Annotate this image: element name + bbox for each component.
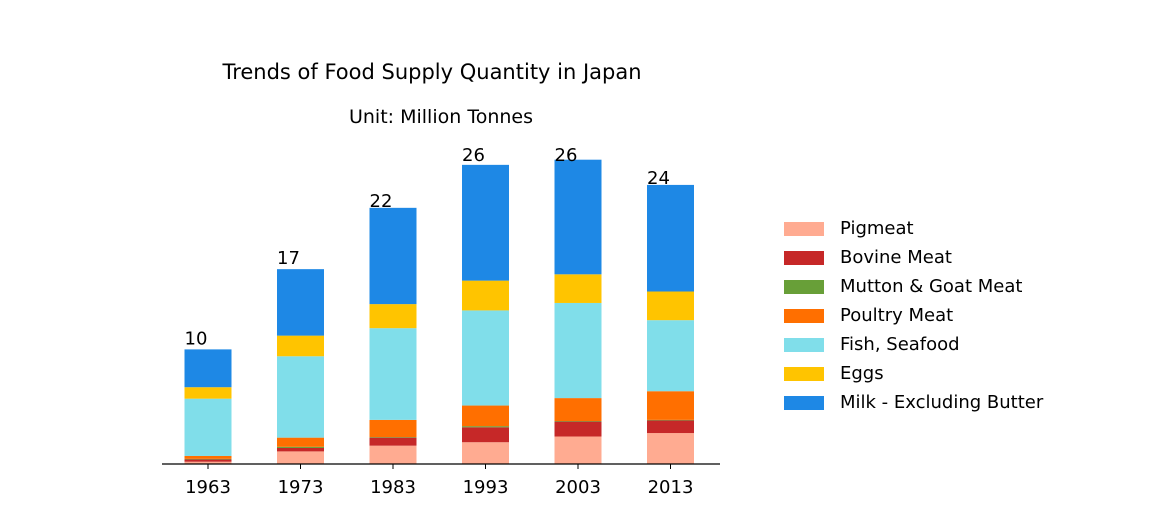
legend-label: Bovine Meat [840,247,952,268]
bar-segment [369,445,417,464]
bar-segment [184,349,232,388]
bar-segment [184,459,232,462]
bar-segment [369,419,417,438]
x-tick-label: 1973 [278,477,324,498]
bar-segment [184,455,232,459]
legend-label: Pigmeat [840,218,914,239]
legend-swatch [784,395,824,410]
bar-segment [647,291,694,321]
bar-segment [277,446,324,448]
bar-segment [462,427,509,443]
legend-label: Poultry Meat [840,305,954,326]
legend-item: Eggs [784,359,1043,388]
bar-segment [462,310,509,406]
legend-label: Milk - Excluding Butter [840,392,1044,413]
bar-segment [647,184,694,292]
legend-label: Eggs [840,363,884,384]
bar-segment [369,437,417,446]
legend-item: Fish, Seafood [784,330,1043,359]
bar-segment [369,437,417,438]
legend-label: Mutton & Goat Meat [840,276,1023,297]
bar-segment [554,159,602,275]
legend: Pigmeat Bovine Meat Mutton & Goat Meat Poul… [784,214,1043,417]
legend-swatch [784,308,824,323]
legend-swatch [784,221,824,236]
bar-total-label: 26 [555,145,578,166]
bar-segment [462,405,509,427]
bar-segment [369,207,417,305]
x-tick-label: 1983 [370,477,416,498]
bar-segment [277,447,324,452]
bar-total-label: 26 [462,145,485,166]
x-tick-label: 1993 [463,477,509,498]
bar-segment [647,391,694,420]
bar-segment [554,302,602,399]
bar-segment [184,461,232,464]
bar-segment [369,304,417,329]
bar-segment [647,320,694,392]
bar-segment [554,398,602,422]
bar-segment [277,269,324,336]
x-tick-label: 2003 [555,477,601,498]
bar-segment [184,387,232,399]
chart-subtitle: Unit: Million Tonnes [348,106,533,128]
bar-segment [184,398,232,456]
legend-item: Milk - Excluding Butter [784,388,1043,417]
bar-segment [277,437,324,447]
legend-item: Mutton & Goat Meat [784,272,1043,301]
legend-swatch [784,366,824,381]
bar-total-label: 17 [277,248,300,269]
bar-segment [647,433,694,464]
bar-segment [647,419,694,421]
bar-segment [369,328,417,420]
legend-item: Pigmeat [784,214,1043,243]
x-tick-label: 2013 [648,477,694,498]
bar-segment [462,442,509,464]
bar-segment [277,451,324,464]
x-tick-label: 1963 [185,477,231,498]
legend-swatch [784,337,824,352]
bar-total-label: 10 [185,328,208,349]
bar-segment [277,335,324,357]
bar-segment [554,274,602,303]
legend-label: Fish, Seafood [840,334,960,355]
chart-title: Trends of Food Supply Quantity in Japan [222,60,642,84]
bar-segment [184,458,232,460]
bar-segment [554,421,602,422]
bar-total-label: 22 [370,191,393,212]
bar-segment [277,356,324,438]
bar-segment [462,164,509,281]
bar-segment [462,426,509,428]
legend-item: Bovine Meat [784,243,1043,272]
bar-segment [554,421,602,437]
bar-total-label: 24 [647,168,670,189]
bar-segment [647,420,694,434]
legend-swatch [784,250,824,265]
legend-swatch [784,279,824,294]
bar-segment [462,280,509,311]
legend-item: Poultry Meat [784,301,1043,330]
bar-segment [554,436,602,464]
